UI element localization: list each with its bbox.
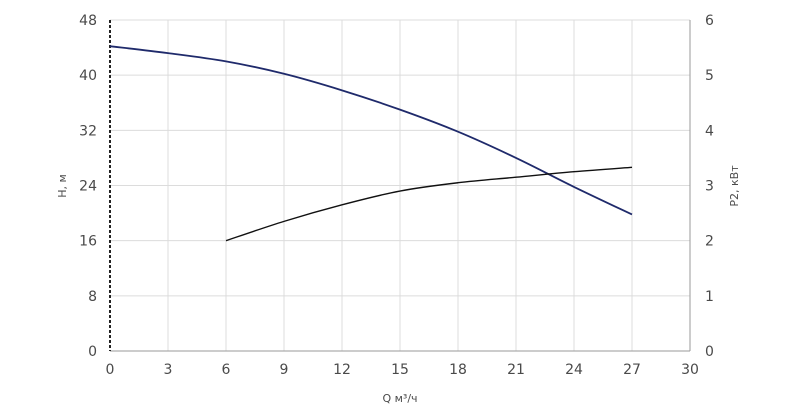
y-tick-label: 32 xyxy=(79,123,97,139)
x-tick-label: 3 xyxy=(164,362,173,378)
x-tick-label: 6 xyxy=(222,362,231,378)
x-axis-label: Q м³/ч xyxy=(382,392,417,405)
x-tick-label: 15 xyxy=(391,362,409,378)
y2-tick-label: 6 xyxy=(705,13,714,29)
series-lines xyxy=(109,45,633,242)
grid xyxy=(110,19,691,351)
x-tick-label: 30 xyxy=(681,362,699,378)
y2-tick-labels: 0 1 2 3 4 5 6 xyxy=(705,13,714,360)
y-tick-label: 24 xyxy=(79,179,97,195)
x-tick-label: 12 xyxy=(333,362,351,378)
x-tick-label: 27 xyxy=(623,362,641,378)
x-tick-label: 21 xyxy=(507,362,525,378)
y-tick-label: 48 xyxy=(79,13,97,29)
y-tick-label: 16 xyxy=(79,234,97,250)
y-tick-label: 0 xyxy=(88,344,97,360)
x-tick-label: 0 xyxy=(106,362,115,378)
y2-tick-label: 2 xyxy=(705,234,714,250)
y-tick-label: 40 xyxy=(79,68,97,84)
head-curve-line xyxy=(109,45,633,216)
x-tick-label: 18 xyxy=(449,362,467,378)
y-tick-label: 8 xyxy=(88,289,97,305)
power-curve-line xyxy=(225,166,633,242)
y2-tick-label: 4 xyxy=(705,123,714,139)
y2-axis-label: P2, кВт xyxy=(728,165,741,207)
y2-tick-label: 3 xyxy=(705,179,714,195)
x-tick-labels: 0 3 6 9 12 15 18 21 24 27 30 xyxy=(106,362,699,378)
x-tick-label: 24 xyxy=(565,362,583,378)
y2-tick-label: 1 xyxy=(705,289,714,305)
x-tick-label: 9 xyxy=(280,362,289,378)
y2-tick-label: 0 xyxy=(705,344,714,360)
y-axis-label: H, м xyxy=(56,174,69,198)
y-tick-labels: 0 8 16 24 32 40 48 xyxy=(79,13,97,360)
axes xyxy=(109,20,691,352)
y2-tick-label: 5 xyxy=(705,68,714,84)
